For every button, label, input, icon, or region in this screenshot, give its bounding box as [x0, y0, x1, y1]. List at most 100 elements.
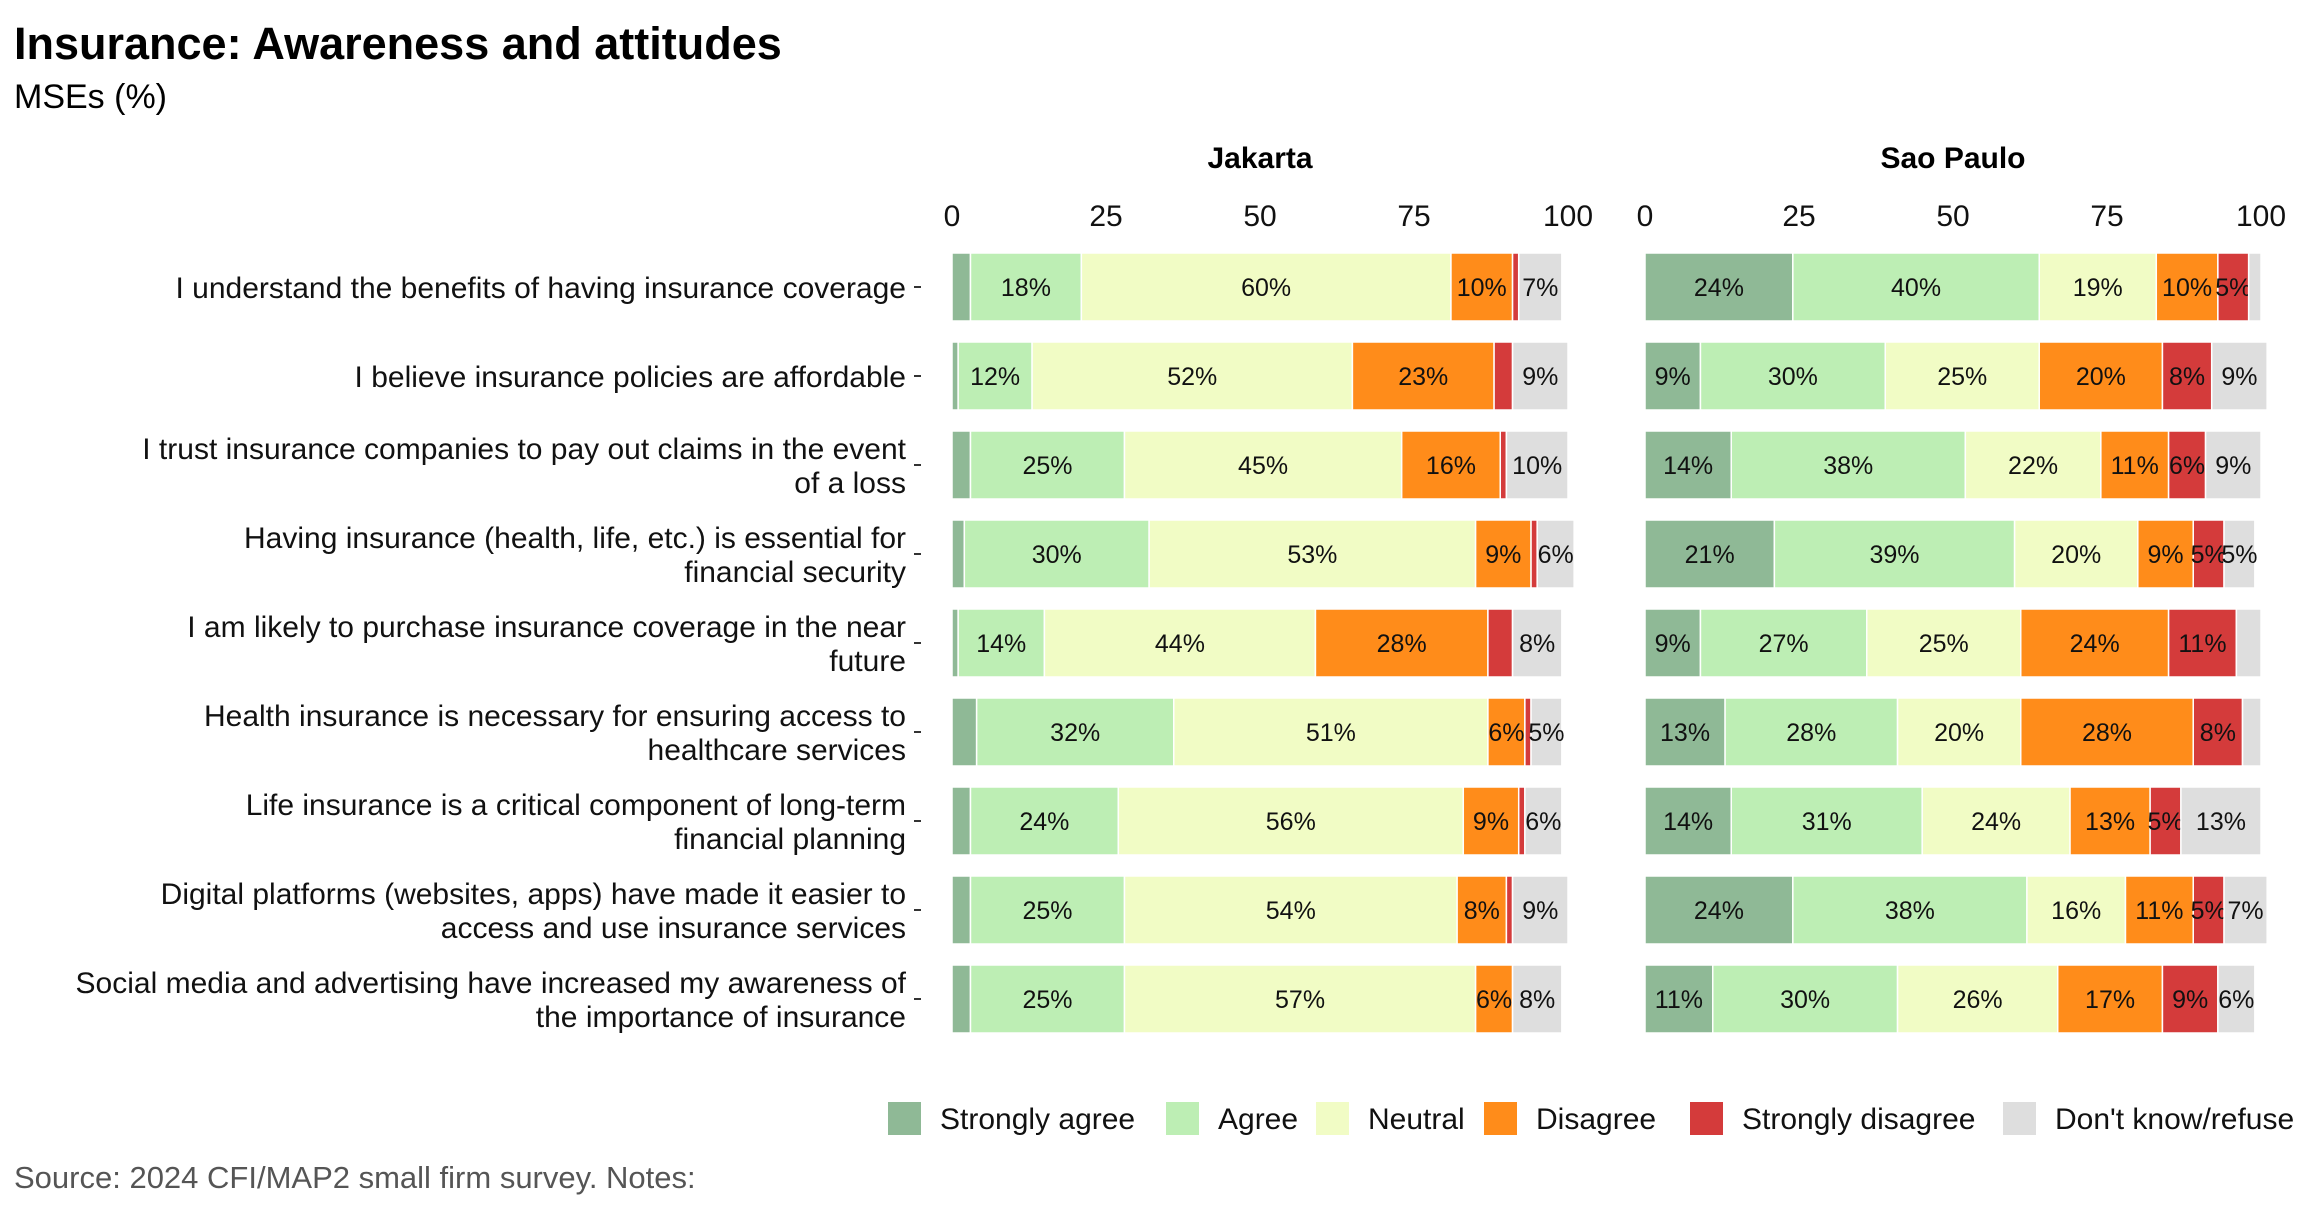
data-label: 9%	[2172, 986, 2208, 1014]
data-label: 28%	[1377, 630, 1427, 658]
bar-segment	[1462, 786, 1520, 856]
bar-segment	[2026, 875, 2127, 945]
data-label: 16%	[1426, 452, 1476, 480]
data-label: 31%	[1802, 808, 1852, 836]
bar-segment	[1117, 786, 1465, 856]
bar-segment	[1884, 341, 2040, 411]
legend-swatch	[1316, 1102, 1349, 1135]
bar-segment	[2056, 964, 2164, 1034]
bar-segment	[2180, 786, 2262, 856]
bar-segment	[951, 519, 966, 589]
data-label: 6%	[1525, 808, 1561, 836]
bar-segment	[951, 964, 972, 1034]
category-label: of a loss	[794, 467, 906, 500]
bar-segment	[1644, 964, 1714, 1034]
data-label: 60%	[1241, 274, 1291, 302]
panel-title: Sao Paulo	[1880, 142, 2025, 175]
data-label: 30%	[1768, 363, 1818, 391]
bar-segment	[1524, 786, 1563, 856]
data-label: 54%	[1266, 897, 1316, 925]
category-label: Digital platforms (websites, apps) have …	[161, 878, 906, 911]
bar-segment	[2155, 252, 2219, 322]
legend-swatch	[888, 1102, 921, 1135]
bar-segment	[1400, 430, 1501, 500]
legend-swatch	[2003, 1102, 2036, 1135]
data-label: 11%	[2178, 630, 2226, 658]
bar-segment	[2247, 252, 2262, 322]
data-label: 24%	[1694, 274, 1744, 302]
data-label: 13%	[2196, 808, 2246, 836]
data-label: 13%	[1660, 719, 1710, 747]
data-label: 9%	[1655, 363, 1691, 391]
data-label: 5%	[2191, 541, 2227, 569]
legend-swatch	[1484, 1102, 1517, 1135]
bar-segment	[1043, 608, 1317, 678]
data-label: 11%	[2135, 897, 2183, 925]
data-label: 5%	[2215, 274, 2251, 302]
bar-segment	[1699, 608, 1868, 678]
data-label: 14%	[976, 630, 1026, 658]
legend-label: Don't know/refuse	[2055, 1103, 2294, 1136]
data-label: 6%	[1538, 541, 1574, 569]
bar-segment	[1450, 252, 1514, 322]
bar-segment	[2241, 697, 2262, 767]
data-label: 44%	[1155, 630, 1205, 658]
bar-segment	[2223, 519, 2256, 589]
x-tick-label: 50	[1936, 200, 1969, 233]
data-label: 11%	[2111, 452, 2159, 480]
data-label: 9%	[1655, 630, 1691, 658]
data-label: 53%	[1287, 541, 1337, 569]
data-label: 21%	[1685, 541, 1735, 569]
data-label: 6%	[2169, 452, 2205, 480]
bar-segment	[1644, 252, 1794, 322]
bar-segment	[1536, 519, 1575, 589]
data-label: 8%	[2200, 719, 2236, 747]
data-label: 8%	[2169, 363, 2205, 391]
data-label: 18%	[1001, 274, 1051, 302]
data-label: 9%	[1485, 541, 1521, 569]
bar-segment	[1644, 697, 1726, 767]
data-label: 39%	[1869, 541, 1919, 569]
data-label: 20%	[1934, 719, 1984, 747]
x-tick-label: 0	[944, 200, 961, 233]
x-tick-label: 100	[1543, 200, 1593, 233]
bar-segment	[1644, 875, 1794, 945]
bar-segment	[969, 875, 1126, 945]
data-label: 25%	[1022, 452, 1072, 480]
bar-segment	[963, 519, 1150, 589]
category-label: Having insurance (health, life, etc.) is…	[244, 522, 906, 555]
x-tick-label: 75	[2090, 200, 2123, 233]
x-tick-label: 25	[1782, 200, 1815, 233]
data-label: 10%	[1512, 452, 1562, 480]
data-label: 5%	[1528, 719, 1564, 747]
legend-label: Disagree	[1536, 1103, 1656, 1136]
data-label: 6%	[1488, 719, 1524, 747]
data-label: 7%	[1522, 274, 1558, 302]
bar-segment	[2013, 519, 2139, 589]
bar-segment	[1730, 786, 1923, 856]
bar-segment	[1730, 430, 1967, 500]
data-label: 11%	[1655, 986, 1703, 1014]
bar-segment	[2100, 430, 2170, 500]
bar-segment	[951, 875, 972, 945]
bar-segment	[1792, 252, 2040, 322]
data-label: 6%	[2218, 986, 2254, 1014]
data-label: 30%	[1032, 541, 1082, 569]
data-label: 20%	[2076, 363, 2126, 391]
data-label: 8%	[1519, 630, 1555, 658]
bar-segment	[1921, 786, 2071, 856]
bar-segment	[1712, 964, 1899, 1034]
data-label: 51%	[1306, 719, 1356, 747]
bar-segment	[1499, 430, 1508, 500]
data-label: 30%	[1780, 986, 1830, 1014]
data-label: 25%	[1937, 363, 1987, 391]
data-label: 9%	[1522, 363, 1558, 391]
bar-segment	[969, 964, 1126, 1034]
data-label: 45%	[1238, 452, 1288, 480]
legend-label: Agree	[1218, 1103, 1298, 1136]
bar-segment	[1511, 608, 1563, 678]
bar-segment	[1773, 519, 2016, 589]
bar-segment	[957, 608, 1046, 678]
bar-segment	[1511, 875, 1569, 945]
